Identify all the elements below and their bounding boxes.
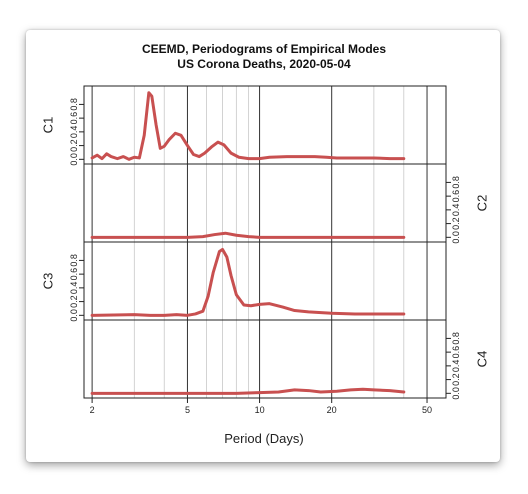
- panel-frame: [83, 319, 447, 399]
- x-tick-label: 2: [90, 405, 95, 415]
- panel-label-c4: C4: [475, 351, 490, 368]
- panel-frame: [83, 85, 447, 165]
- x-tick-label: 10: [255, 405, 265, 415]
- y-tick-label: 0.2: [451, 373, 461, 386]
- y-tick-label: 0.6: [451, 190, 461, 203]
- chart-card: [26, 30, 500, 462]
- y-tick-label: 0.0: [451, 387, 461, 400]
- panel-label-c2: C2: [475, 195, 490, 212]
- x-tick-label: 20: [327, 405, 337, 415]
- y-tick-label: 0.6: [69, 112, 79, 125]
- y-tick-label: 0.2: [69, 139, 79, 152]
- chart-title-line2: US Corona Deaths, 2020-05-04: [177, 57, 351, 71]
- y-tick-label: 0.2: [69, 295, 79, 308]
- y-tick-label: 0.0: [451, 231, 461, 244]
- plot-area: 0.00.20.40.60.8C10.00.20.40.60.8C20.00.2…: [41, 85, 490, 415]
- y-tick-label: 0.8: [451, 332, 461, 345]
- series-line-c4: [90, 387, 406, 395]
- x-tick-label: 50: [422, 405, 432, 415]
- y-tick-label: 0.4: [451, 204, 461, 217]
- panel-frame: [83, 241, 447, 321]
- y-tick-label: 0.6: [69, 268, 79, 281]
- y-tick-label: 0.4: [69, 282, 79, 295]
- x-tick-label: 5: [185, 405, 190, 415]
- y-tick-label: 0.6: [451, 346, 461, 359]
- panel-frame: [83, 163, 447, 243]
- y-tick-label: 0.8: [69, 254, 79, 267]
- y-tick-label: 0.4: [69, 126, 79, 139]
- y-tick-label: 0.2: [451, 217, 461, 230]
- y-tick-label: 0.0: [69, 153, 79, 166]
- chart-title-line1: CEEMD, Periodograms of Empirical Modes: [142, 42, 386, 56]
- y-tick-label: 0.4: [451, 360, 461, 373]
- series-line-c1: [90, 91, 406, 161]
- y-tick-label: 0.0: [69, 309, 79, 322]
- series-line-c2: [90, 231, 406, 239]
- panel-label-c3: C3: [41, 273, 56, 290]
- y-tick-label: 0.8: [69, 98, 79, 111]
- x-axis-label: Period (Days): [224, 431, 303, 446]
- y-tick-label: 0.8: [451, 176, 461, 189]
- series-line-c3: [90, 247, 406, 317]
- panel-label-c1: C1: [41, 117, 56, 134]
